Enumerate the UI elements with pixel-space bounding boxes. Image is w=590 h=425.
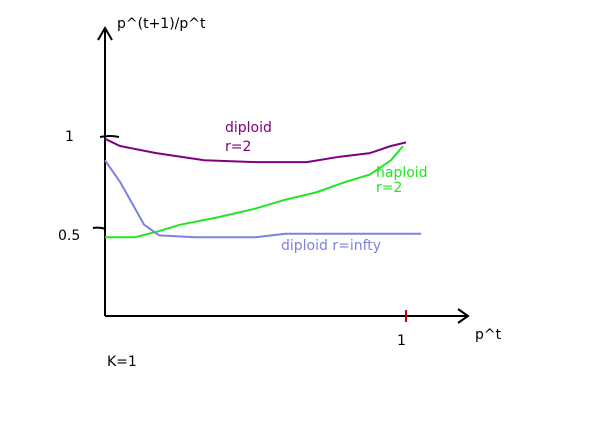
series-label-haploid-r2-line1: haploid [376, 165, 428, 181]
y-tick-label-1: 1 [65, 129, 74, 145]
x-tick-label-1: 1 [397, 333, 406, 349]
series-label-diploid-rinfty: diploid r=infty [281, 238, 381, 254]
y-tick-0.5-mark [93, 228, 106, 229]
y-axis-label: p^(t+1)/p^t [117, 16, 206, 32]
series-label-diploid-r2-line1: diploid [225, 120, 272, 136]
k-note: K=1 [107, 354, 137, 370]
series-label-diploid-r2-line2: r=2 [225, 139, 251, 155]
series-label-haploid-r2-line2: r=2 [376, 180, 402, 196]
x-axis-label: p^t [475, 327, 502, 343]
series-line-diploid-r2 [105, 139, 406, 162]
y-tick-label-0.5: 0.5 [58, 228, 80, 244]
series-line-haploid-r2 [105, 146, 403, 237]
y-tick-1-mark [100, 136, 119, 137]
